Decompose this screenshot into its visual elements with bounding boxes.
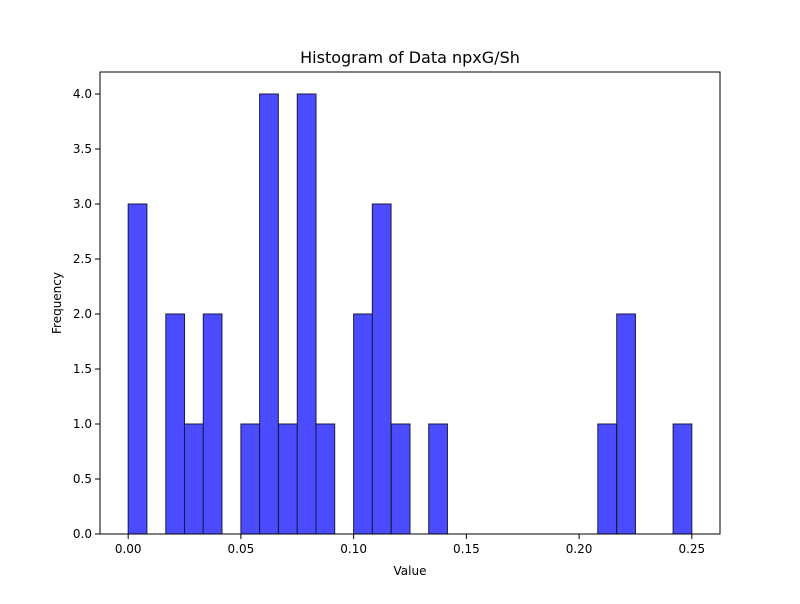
x-axis-label: Value <box>394 564 427 578</box>
x-tick-label-0: 0.00 <box>115 542 142 556</box>
histogram-bar-25 <box>597 423 618 535</box>
y-tick-label-2: 1.0 <box>73 417 92 431</box>
histogram-bar-2 <box>165 313 186 535</box>
x-tick-label-2: 0.10 <box>340 542 367 556</box>
histogram-bar-26 <box>616 313 636 535</box>
y-tick-label-0: 0.0 <box>73 527 92 541</box>
x-tick-label-4: 0.20 <box>566 542 593 556</box>
y-tick-label-8: 4.0 <box>73 87 92 101</box>
plot-frame <box>99 71 721 535</box>
y-tick-label-1: 0.5 <box>73 472 92 486</box>
y-tick-label-3: 1.5 <box>73 362 92 376</box>
y-axis: 0.0 0.5 1.0 1.5 2.0 2.5 3.0 3.5 4.0 <box>73 87 100 541</box>
histogram-bar-7 <box>259 93 279 535</box>
histogram-bar-29 <box>672 423 693 535</box>
histogram-bar-8 <box>278 423 298 535</box>
bars-layer <box>127 93 693 535</box>
y-tick-label-6: 3.0 <box>73 197 92 211</box>
histogram-bar-13 <box>371 203 392 535</box>
y-tick-label-5: 2.5 <box>73 252 92 266</box>
histogram-bar-12 <box>353 313 373 535</box>
x-tick-label-1: 0.05 <box>228 542 255 556</box>
histogram-bar-0 <box>127 203 148 535</box>
histogram-bar-16 <box>428 423 448 535</box>
y-tick-label-7: 3.5 <box>73 142 92 156</box>
y-tick-label-4: 2.0 <box>73 307 92 321</box>
y-axis-label: Frequency <box>50 272 64 334</box>
x-axis: 0.00 0.05 0.10 0.15 0.20 0.25 <box>115 534 705 556</box>
x-tick-label-3: 0.15 <box>453 542 480 556</box>
histogram-bar-10 <box>315 423 336 535</box>
histogram-bar-6 <box>240 423 261 535</box>
histogram-bar-14 <box>390 423 411 535</box>
x-tick-label-5: 0.25 <box>678 542 705 556</box>
histogram-bar-3 <box>184 423 204 535</box>
chart-title: Histogram of Data npxG/Sh <box>300 48 520 67</box>
histogram-bar-9 <box>296 93 317 535</box>
histogram-bar-4 <box>202 313 223 535</box>
